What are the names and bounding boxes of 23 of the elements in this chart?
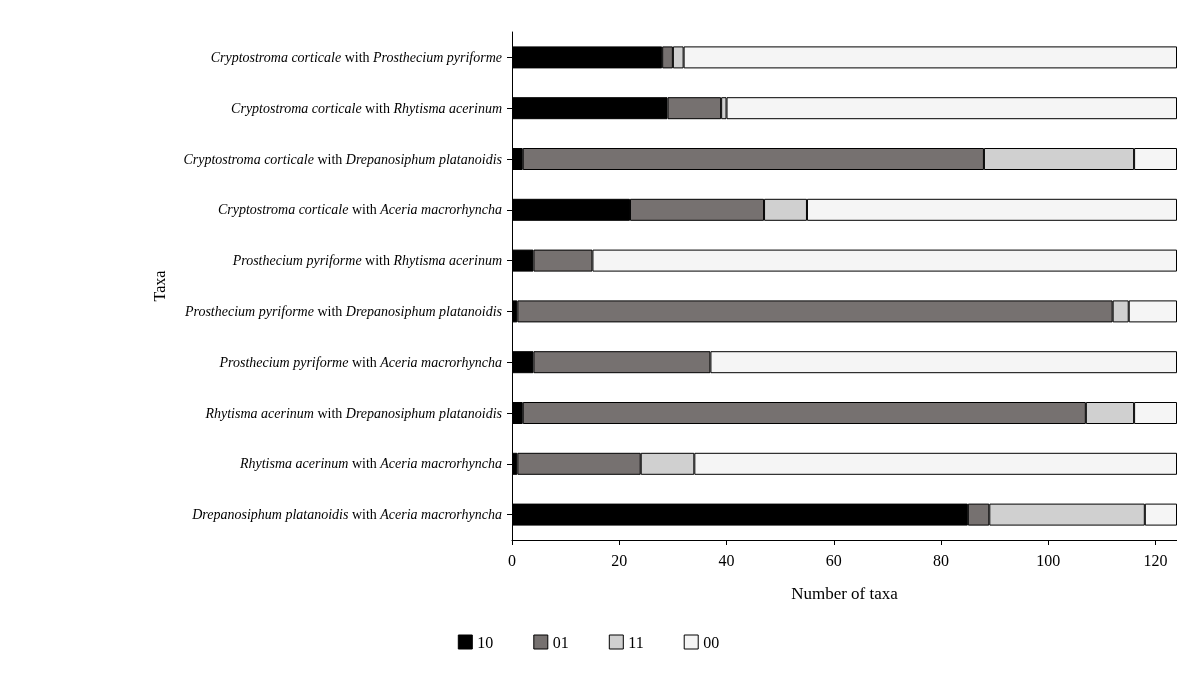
y-tick-label: Cryptostroma corticale with Prosthecium pyriforme [210,49,503,65]
y-axis-title: Taxa [150,270,168,302]
x-tick-label: 0 [508,551,516,569]
y-tick-label: Cryptostroma corticale with Rhytisma acerinum [231,100,502,116]
x-tick-label: 20 [611,551,628,569]
y-tick-label: Drepanosiphum platanoidis with Aceria macrorhyncha [191,507,503,523]
y-tick-label: Prosthecium pyriforme with Drepanosiphum platanoidis [183,303,503,319]
y-tick-label: Prosthecium pyriforme with Aceria macrorhyncha [218,354,503,370]
legend-label: 11 [628,633,644,651]
x-tick-label: 100 [1036,551,1061,569]
x-tick-label: 60 [825,551,842,569]
x-axis-title: Number of taxa [791,584,899,603]
y-tick-label: Rhytisma acerinum with Aceria macrorhyncha [238,456,503,472]
x-tick-label: 120 [1143,551,1168,569]
y-tick-label: Rhytisma acerinum with Drepanosiphum platanoidis [204,405,503,421]
x-tick-label: 80 [933,551,950,569]
legend-label: 01 [552,633,569,651]
y-tick-label: Cryptostroma corticale with Aceria macrorhyncha [217,202,503,218]
y-tick-label: Cryptostroma corticale with Drepanosiphum platanoidis [183,151,503,167]
legend-label: 00 [703,633,720,651]
y-tick-label: Prosthecium pyriforme with Rhytisma acerinum [231,253,502,269]
legend-label: 10 [477,633,494,651]
x-tick-label: 40 [718,551,735,569]
